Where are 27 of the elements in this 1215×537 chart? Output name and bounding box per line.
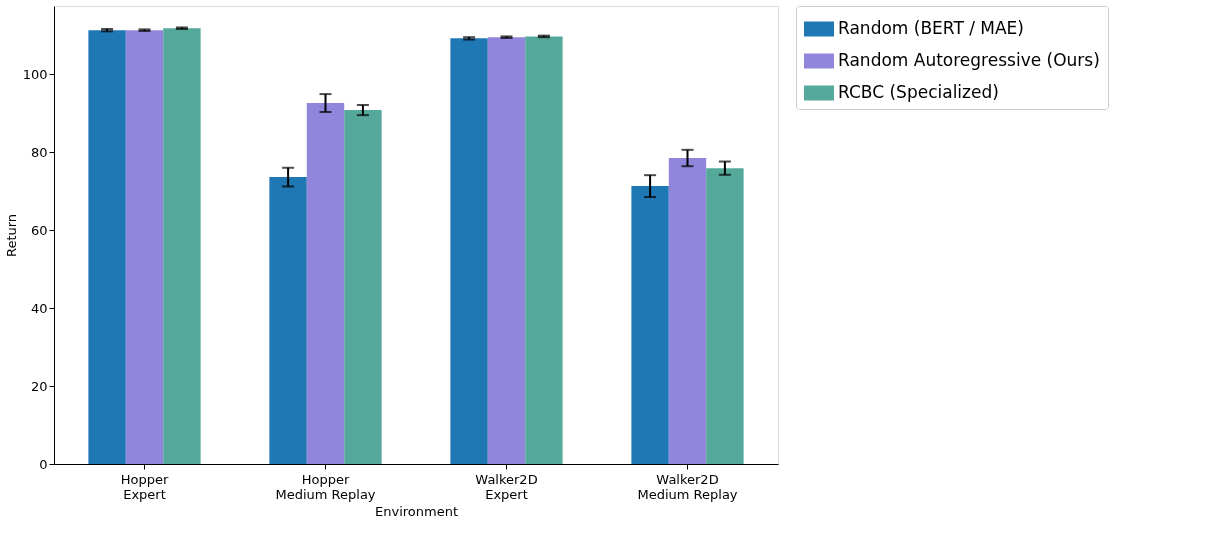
bar: [306, 103, 345, 464]
x-tick-label: Hopper Medium Replay: [275, 471, 376, 502]
x-tick-label: Walker2D Expert: [475, 471, 538, 502]
legend-label: RCBC (Specialized): [838, 82, 999, 102]
y-tick-label: 80: [30, 144, 48, 160]
bar: [344, 110, 382, 464]
bar: [450, 38, 488, 464]
x-tick-label: Hopper Expert: [120, 471, 169, 502]
bar: [88, 30, 126, 464]
y-tick-label: 60: [30, 222, 48, 238]
y-tick-label: 40: [30, 300, 48, 316]
legend-label: Random Autoregressive (Ours): [838, 50, 1100, 70]
bar: [706, 168, 744, 464]
bar: [487, 37, 526, 464]
y-tick-label: 100: [22, 66, 48, 82]
bar: [269, 177, 307, 464]
legend-label: Random (BERT / MAE): [838, 18, 1024, 38]
bar: [525, 36, 563, 464]
bar: [668, 158, 707, 464]
bar: [163, 28, 201, 464]
y-tick-label: 0: [39, 456, 48, 472]
bar: [125, 30, 164, 464]
x-axis-title: Environment: [374, 503, 459, 519]
y-axis-title: Return: [3, 213, 19, 258]
bar: [631, 186, 669, 464]
x-tick-label: Walker2D Medium Replay: [637, 471, 738, 502]
y-tick-label: 20: [30, 378, 48, 394]
